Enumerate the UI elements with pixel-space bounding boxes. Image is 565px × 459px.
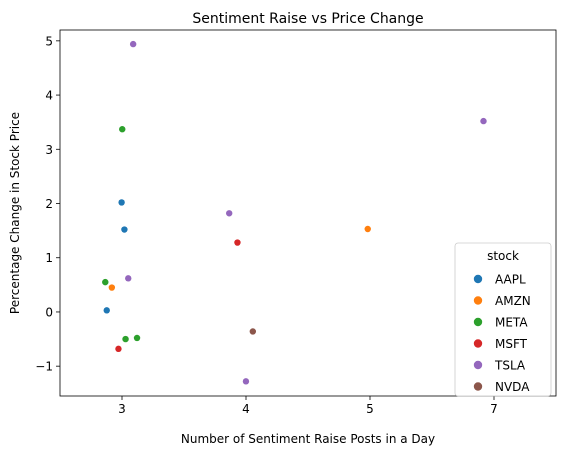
legend-marker-tsla [473,360,483,370]
data-point-meta [133,334,141,342]
data-point-msft [234,239,241,246]
data-point-nvda [249,328,257,335]
y-tick-label: 5 [45,34,53,48]
data-point-tsla [129,40,137,48]
data-point-tsla [480,117,487,125]
y-axis-label: Percentage Change in Stock Price [8,112,22,314]
data-point-aapl [103,307,110,314]
data-point-amzn [108,284,116,291]
legend-marker-meta [473,317,483,327]
legend-label-nvda: NVDA [495,380,530,394]
data-point-meta [122,335,129,343]
x-tick-label: 4 [242,402,250,416]
axis-ticks: 3 4 5 7 −1 0 1 2 3 4 5 [35,34,498,416]
legend-label-amzn: AMZN [495,294,531,308]
y-tick-label: 3 [45,143,53,157]
y-tick-label: −1 [35,360,53,374]
legend-label-msft: MSFT [495,337,528,351]
data-point-aapl [121,226,128,233]
data-points [102,40,487,385]
x-axis-label: Number of Sentiment Raise Posts in a Day [181,432,435,446]
data-point-tsla [225,210,233,217]
y-tick-label: 0 [45,305,53,319]
y-tick-label: 1 [45,251,53,265]
data-point-tsla [125,275,132,282]
legend: stock AAPL AMZN META MSFT TSLA NVDA [454,242,552,397]
legend-marker-msft [473,339,483,348]
legend-label-aapl: AAPL [495,272,526,286]
y-tick-label: 4 [45,89,53,103]
x-tick-label: 7 [490,402,498,416]
plot-area-frame [59,29,557,397]
legend-marker-nvda [473,382,483,391]
legend-title: stock [487,249,519,263]
data-point-meta [102,278,109,286]
data-point-amzn [364,225,371,233]
legend-marker-amzn [473,296,483,305]
data-point-meta [119,126,126,133]
data-point-aapl [118,199,125,206]
data-point-msft [115,345,122,353]
data-point-tsla [242,378,250,385]
legend-label-meta: META [495,315,528,329]
legend-marker-aapl [473,274,483,284]
legend-label-tsla: TSLA [494,358,526,372]
y-tick-label: 2 [45,197,53,211]
x-tick-label: 5 [366,402,374,416]
chart-title: Sentiment Raise vs Price Change [192,11,423,27]
x-tick-label: 3 [118,402,126,416]
